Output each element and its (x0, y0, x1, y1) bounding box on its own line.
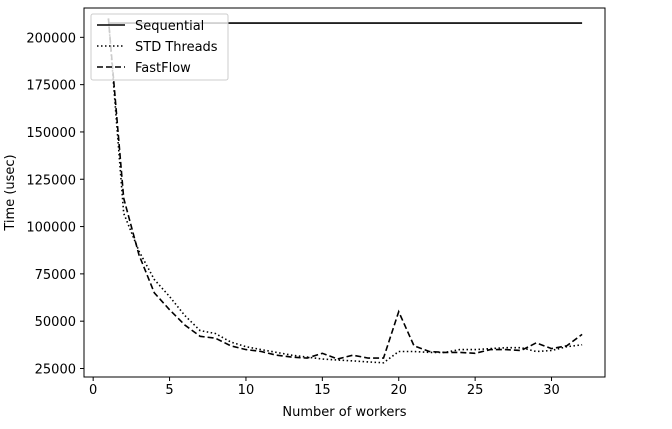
y-tick-label: 175000 (26, 79, 76, 94)
x-tick-label: 30 (543, 383, 560, 398)
y-tick-label: 125000 (26, 173, 76, 188)
y-tick-label: 50000 (35, 315, 76, 330)
legend-label: Sequential (135, 19, 204, 34)
x-tick-label: 25 (467, 383, 484, 398)
y-axis-label: Time (usec) (3, 154, 18, 231)
x-axis-ticks: 0 5 10 15 20 25 30 (89, 377, 560, 398)
y-tick-label: 200000 (26, 31, 76, 46)
x-tick-label: 5 (165, 383, 173, 398)
legend: Sequential STD Threads FastFlow (90, 13, 229, 81)
plot-frame (83, 7, 606, 378)
y-tick-label: 25000 (35, 362, 76, 377)
x-tick-label: 0 (89, 383, 97, 398)
x-axis-label: Number of workers (282, 405, 406, 420)
series-line-fastflow (107, 18, 583, 360)
legend-box (90, 13, 229, 81)
x-tick-label: 20 (390, 383, 407, 398)
y-tick-label: 75000 (35, 268, 76, 283)
y-axis-ticks: 25000 50000 75000 100000 125000 150000 175000 2… (26, 31, 84, 377)
legend-label: FastFlow (135, 61, 191, 76)
y-tick-label: 100000 (26, 221, 76, 236)
series-line-std-threads (107, 18, 583, 364)
legend-label: STD Threads (135, 40, 218, 55)
x-tick-label: 10 (238, 383, 255, 398)
x-tick-label: 15 (314, 383, 331, 398)
y-tick-label: 150000 (26, 126, 76, 141)
